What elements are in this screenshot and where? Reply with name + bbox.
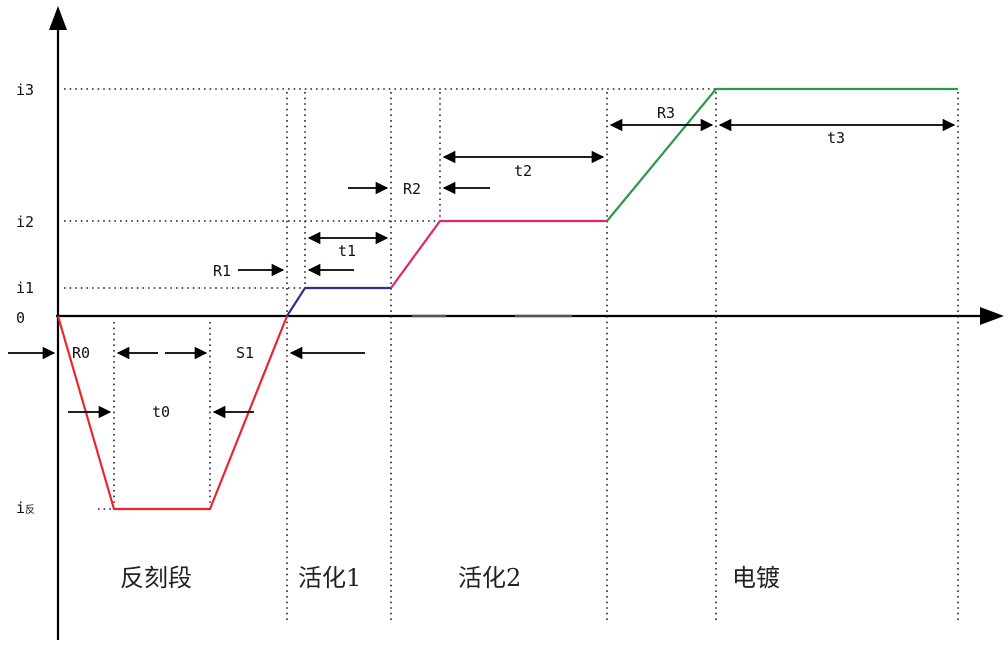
t2-label: t2 bbox=[514, 162, 532, 180]
t0-label: t0 bbox=[152, 403, 170, 421]
y-label-i2: i2 bbox=[16, 213, 34, 231]
y-label-i-rev-sub: 反 bbox=[25, 504, 35, 516]
r3-label: R3 bbox=[657, 104, 675, 122]
stage-label-activation1: 活化1 bbox=[298, 564, 361, 592]
t3-label: t3 bbox=[827, 129, 845, 147]
stage-label-reverse-etch: 反刻段 bbox=[120, 564, 192, 592]
r1-label: R1 bbox=[213, 262, 231, 280]
stage-label-plating: 电镀 bbox=[732, 564, 780, 592]
y-label-zero: 0 bbox=[16, 309, 25, 327]
y-label-i1: i1 bbox=[16, 279, 34, 297]
plating-waveform bbox=[606, 87, 958, 222]
s1-label: S1 bbox=[236, 344, 254, 362]
y-axis-arrow bbox=[49, 6, 67, 30]
r2-label: R2 bbox=[403, 180, 421, 198]
t1-label: t1 bbox=[338, 242, 356, 260]
stage-label-activation2: 活化2 bbox=[458, 564, 521, 592]
activation1-waveform bbox=[286, 286, 391, 317]
y-label-i3: i3 bbox=[16, 81, 34, 99]
y-label-i-rev-main: i bbox=[16, 499, 25, 517]
activation2-waveform bbox=[390, 219, 607, 289]
r0-label: R0 bbox=[72, 344, 90, 362]
y-label-i-rev: i反 bbox=[16, 499, 35, 517]
x-axis-arrow bbox=[980, 307, 1004, 325]
